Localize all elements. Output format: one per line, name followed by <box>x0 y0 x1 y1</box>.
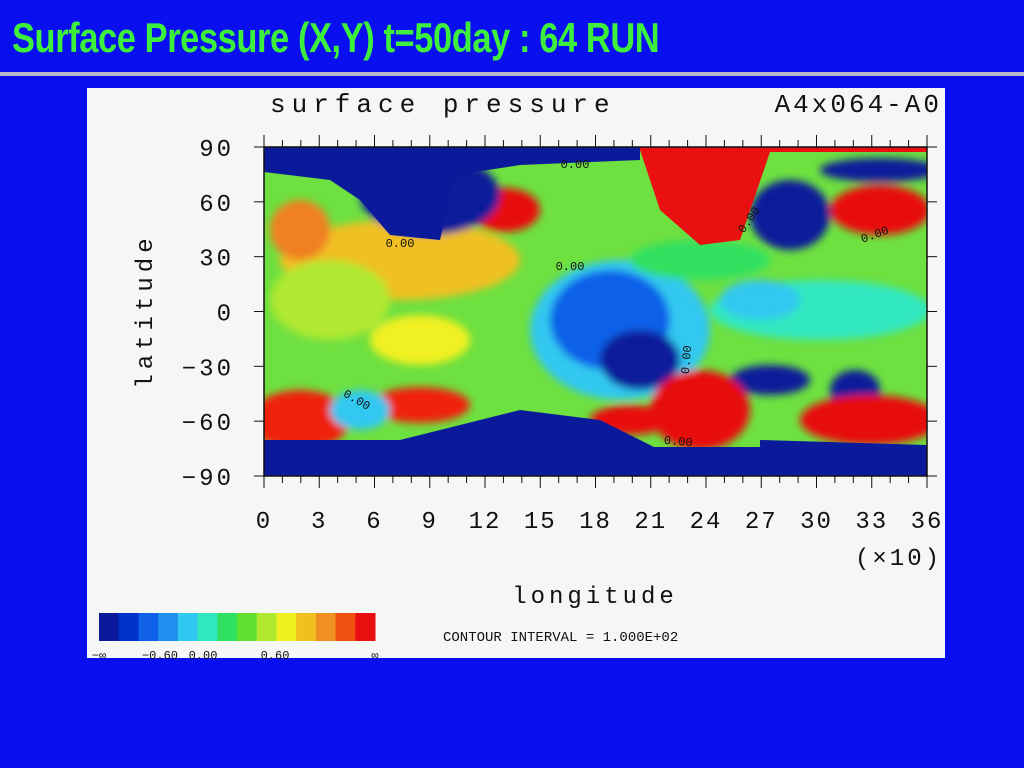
x-tick-label: 21 <box>634 509 667 536</box>
y-tick-label: 30 <box>199 247 234 274</box>
contour-label: 0.00 <box>679 345 695 375</box>
y-tick-label: 0 <box>217 302 234 329</box>
y-tick-label: −90 <box>182 466 234 493</box>
title-rule <box>0 72 1024 76</box>
colorbar-swatch <box>118 613 139 641</box>
colorbar: −∞ −0.60 0.00 0.60 ∞ <box>92 613 379 663</box>
colorbar-swatch <box>217 613 238 641</box>
x-tick-label: 36 <box>911 509 944 536</box>
colorbar-swatch <box>237 613 258 641</box>
y-tick-label: −60 <box>182 411 234 438</box>
x-tick-label: 12 <box>469 509 502 536</box>
colorbar-swatch <box>276 613 297 641</box>
colorbar-swatch <box>138 613 159 641</box>
y-axis-label: latitude <box>133 233 160 388</box>
x-tick-label: 15 <box>524 509 557 536</box>
colorbar-label: −∞ <box>92 649 106 663</box>
x-multiplier: (×10) <box>855 546 942 573</box>
figure-title: surface pressure <box>270 90 616 120</box>
contour-label: 0.00 <box>663 434 693 450</box>
colorbar-swatch <box>158 613 179 641</box>
x-tick-label: 3 <box>311 509 327 536</box>
contour-label: 0.00 <box>556 260 585 274</box>
x-tick-label: 9 <box>422 509 438 536</box>
colorbar-swatch <box>296 613 317 641</box>
y-tick-label: −30 <box>182 356 234 383</box>
x-tick-label: 0 <box>256 509 272 536</box>
contour-label: 0.00 <box>386 237 415 251</box>
x-tick-label: 27 <box>745 509 778 536</box>
x-axis-label: longitude <box>512 584 678 611</box>
colorbar-label: 0.60 <box>261 649 290 663</box>
colorbar-swatch <box>177 613 199 641</box>
colorbar-swatch <box>335 613 356 641</box>
colorbar-label: ∞ <box>371 649 378 663</box>
colorbar-swatch <box>315 613 337 641</box>
colorbar-swatch <box>99 613 120 641</box>
y-tick-label: 60 <box>199 192 234 219</box>
contour-interval: CONTOUR INTERVAL = 1.000E+02 <box>443 630 678 646</box>
colorbar-label: 0.00 <box>189 649 218 663</box>
x-tick-label: 33 <box>855 509 888 536</box>
run-label: A4x064-A0 <box>775 90 942 120</box>
x-tick-label: 24 <box>690 509 723 536</box>
colorbar-swatch <box>355 613 376 641</box>
slide-title: Surface Pressure (X,Y) t=50day : 64 RUN <box>12 14 660 61</box>
colorbar-swatch <box>197 613 218 641</box>
colorbar-swatch <box>256 613 277 641</box>
contour-label: 0.00 <box>561 158 590 172</box>
y-tick-label: 90 <box>199 137 234 164</box>
x-tick-label: 6 <box>366 509 382 536</box>
x-tick-label: 30 <box>800 509 833 536</box>
x-tick-label: 18 <box>579 509 612 536</box>
contour-field <box>264 147 927 476</box>
colorbar-label: −0.60 <box>142 649 178 663</box>
